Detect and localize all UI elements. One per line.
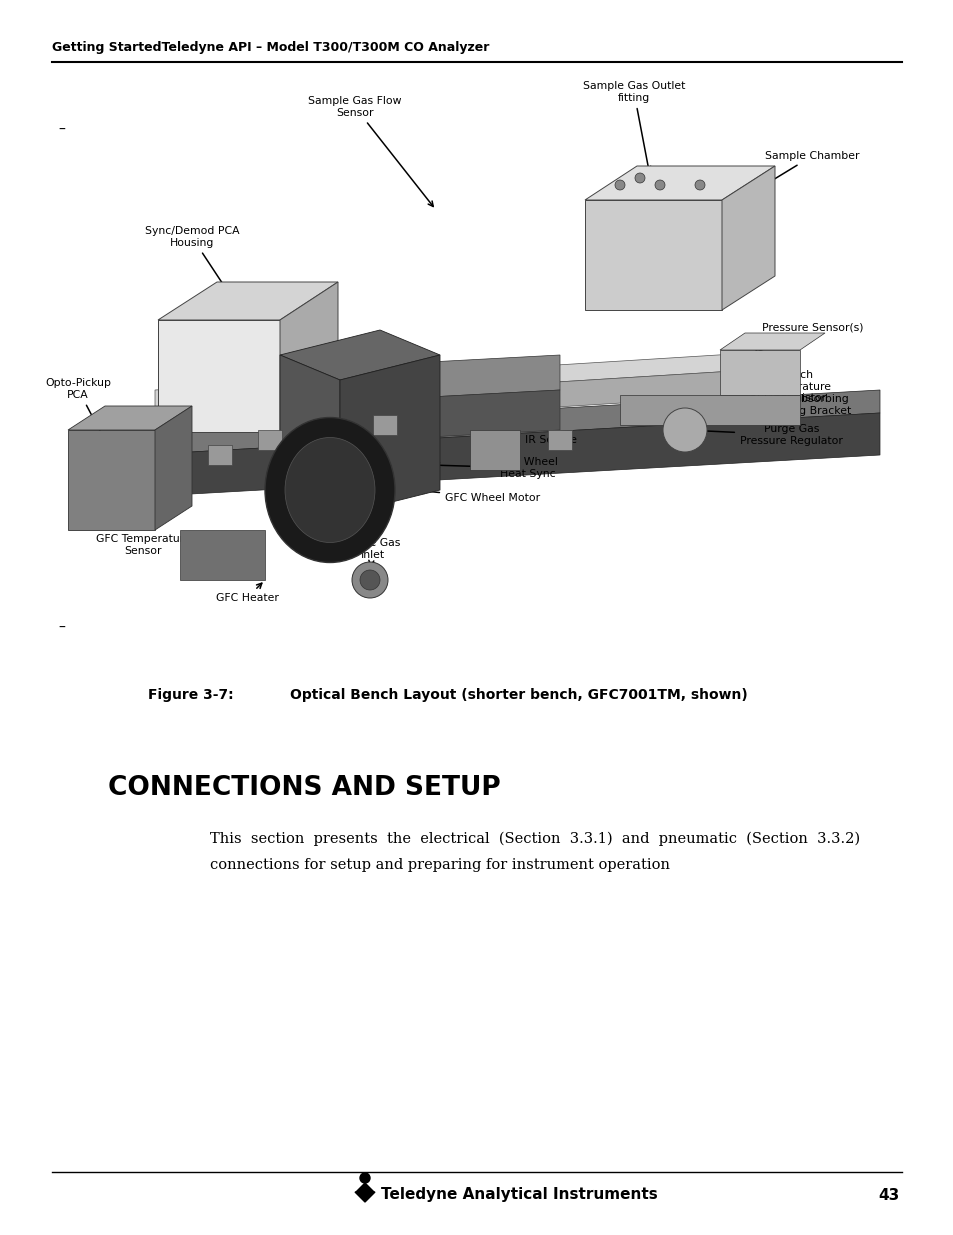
Polygon shape [154, 406, 192, 530]
Circle shape [695, 180, 704, 190]
Text: –: – [58, 621, 65, 635]
Polygon shape [158, 320, 280, 432]
Polygon shape [68, 406, 192, 430]
Polygon shape [280, 354, 559, 405]
Text: Sample Chamber: Sample Chamber [743, 151, 859, 198]
Text: GFC Temperature
Sensor: GFC Temperature Sensor [95, 535, 200, 556]
Polygon shape [470, 430, 519, 471]
Text: Figure 3-7:: Figure 3-7: [148, 688, 233, 701]
Text: Pressure Sensor(s): Pressure Sensor(s) [753, 324, 862, 353]
Polygon shape [365, 1192, 375, 1202]
Circle shape [655, 180, 664, 190]
Polygon shape [355, 1192, 365, 1202]
Polygon shape [280, 282, 337, 432]
Text: Teledyne Analytical Instruments: Teledyne Analytical Instruments [380, 1188, 657, 1203]
Text: GFC Wheel
Heat Sync: GFC Wheel Heat Sync [434, 457, 558, 479]
Ellipse shape [265, 417, 395, 562]
Circle shape [635, 173, 644, 183]
Polygon shape [85, 390, 879, 458]
Text: Opto-Pickup
PCA: Opto-Pickup PCA [45, 378, 111, 446]
Polygon shape [584, 200, 721, 310]
Text: This  section  presents  the  electrical  (Section  3.3.1)  and  pneumatic  (Sec: This section presents the electrical (Se… [210, 832, 860, 846]
Ellipse shape [285, 437, 375, 542]
Polygon shape [720, 350, 800, 395]
Text: Getting StartedTeledyne API – Model T300/T300M CO Analyzer: Getting StartedTeledyne API – Model T300… [52, 42, 489, 54]
Polygon shape [208, 445, 232, 466]
Text: Purge Gas
Inlet: Purge Gas Inlet [345, 538, 400, 566]
Polygon shape [154, 353, 749, 408]
Text: GFC Wheel Motor: GFC Wheel Motor [419, 489, 539, 503]
Text: GFC Heater: GFC Heater [215, 583, 278, 603]
Polygon shape [720, 333, 824, 350]
Text: IR Source: IR Source [498, 435, 577, 451]
Polygon shape [355, 1183, 374, 1192]
Text: connections for setup and preparing for instrument operation: connections for setup and preparing for … [210, 858, 669, 872]
Polygon shape [547, 430, 572, 450]
Polygon shape [158, 282, 337, 320]
Polygon shape [373, 415, 396, 435]
Text: CONNECTIONS AND SETUP: CONNECTIONS AND SETUP [108, 776, 500, 802]
Circle shape [359, 571, 379, 590]
Polygon shape [68, 430, 154, 530]
Text: Purge Gas
Pressure Regulator: Purge Gas Pressure Regulator [689, 424, 842, 446]
Text: 43: 43 [877, 1188, 899, 1203]
Polygon shape [584, 165, 774, 200]
Polygon shape [721, 165, 774, 310]
Polygon shape [280, 390, 559, 445]
Polygon shape [619, 395, 800, 425]
Polygon shape [154, 370, 749, 432]
Polygon shape [257, 430, 282, 450]
Polygon shape [85, 412, 879, 500]
Text: Bench
Temperature
Thermistor: Bench Temperature Thermistor [749, 370, 830, 403]
Text: Sync/Demod PCA
Housing: Sync/Demod PCA Housing [145, 226, 239, 306]
Circle shape [662, 408, 706, 452]
Polygon shape [180, 530, 265, 580]
Polygon shape [280, 330, 439, 380]
Text: –: – [58, 124, 65, 137]
Circle shape [352, 562, 388, 598]
Text: Optical Bench Layout (shorter bench, GFC7001TM, shown): Optical Bench Layout (shorter bench, GFC… [290, 688, 747, 701]
Circle shape [615, 180, 624, 190]
Circle shape [359, 1173, 370, 1183]
Polygon shape [339, 354, 439, 515]
Text: Sample Gas Outlet
fitting: Sample Gas Outlet fitting [582, 82, 684, 172]
Text: Sample Gas Flow
Sensor: Sample Gas Flow Sensor [308, 96, 433, 206]
Polygon shape [280, 354, 339, 515]
Text: Shock Absorbing
Mounting Bracket: Shock Absorbing Mounting Bracket [703, 394, 850, 416]
